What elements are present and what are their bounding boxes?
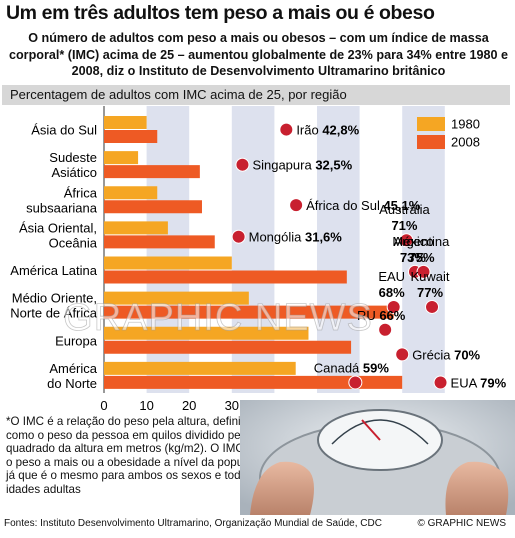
x-tick-2: 20 [182,398,196,413]
bar-1980-6 [104,326,309,340]
annot-value-10: 70% [454,347,480,362]
annot-country-0: Irão [296,123,322,138]
annot-value-4: 71% [391,218,417,233]
annot-value-2: 45,1% [383,198,420,213]
category-label-3-0: Ásia Oriental, [19,220,97,235]
annot-label-2: África do Sul 45,1% [306,198,421,213]
bar-1980-1 [104,151,139,165]
bars-group [104,116,403,389]
x-tick-3: 30 [225,398,239,413]
category-label-6-0: Europa [55,333,98,348]
legend: 1980 2008 [417,117,480,150]
bar-2008-0 [104,130,158,143]
chart-subtitle: O número de adultos com peso a mais ou o… [8,31,509,78]
annot-value-5: 73% [400,250,426,265]
dot-4 [399,233,414,248]
annot-value-9: 66% [379,308,405,323]
annot-label-0: Irão 42,8% [296,123,359,138]
annot-label-11: Canadá 59% [314,360,390,375]
annot-country-7: EAU [378,269,405,284]
bar-1980-4 [104,256,232,270]
dot-12 [433,375,448,390]
dot-0 [279,122,294,137]
annot-value-7: 68% [379,285,405,300]
annot-country-6: Argentina [394,234,450,249]
annot-value-6: 75% [408,250,434,265]
sources-text: Fontes: Instituto Desenvolvimento Ultram… [4,518,382,529]
dot-10 [395,347,410,362]
bar-1980-7 [104,361,296,375]
panel-header-bar [2,85,510,105]
bar-2008-7 [104,375,403,389]
dot-11 [348,375,363,390]
dot-6 [416,264,431,279]
category-label-3-1: Oceânia [49,235,98,250]
legend-label-1980: 1980 [451,117,480,132]
category-label-2-0: África [64,185,98,200]
watermark: GRAPHIC NEWS [63,297,373,339]
bar-1980-3 [104,221,168,235]
dot-8 [425,299,440,314]
annot-country-2: África do Sul [306,198,383,213]
x-tick-0: 0 [100,398,107,413]
bar-1980-0 [104,116,147,129]
panel-label: Percentagem de adultos com IMC acima de … [10,87,347,102]
annot-country-5: México [392,234,433,249]
annot-value-0: 42,8% [322,123,359,138]
annot-country-12: EUA [451,375,481,390]
annot-country-10: Grécia [412,347,454,362]
annot-value-1: 32,5% [315,158,352,173]
bar-2008-5 [104,305,394,319]
annot-country-4: Austrália [379,202,430,217]
bar-2008-2 [104,200,202,214]
bmi-footnote: *O IMC é a relação do peso pela altura, … [6,415,276,496]
dot-1 [235,157,250,172]
annot-country-9: RU [357,308,379,323]
annot-country-1: Singapura [252,158,315,173]
annot-value-8: 77% [417,285,443,300]
x-tick-1: 10 [139,398,153,413]
annot-value-3: 31,6% [305,230,342,245]
legend-label-2008: 2008 [451,135,480,150]
bar-2008-1 [104,165,200,179]
bar-1980-2 [104,186,158,200]
category-label-5-1: Norte de África [10,306,97,321]
annot-country-8: Kuwait [411,269,450,284]
category-label-7-0: América [49,361,97,376]
annot-label-3: Mongólia 31,6% [249,230,343,245]
bathroom-scale-illustration [240,400,515,515]
annot-label-12: EUA 79% [451,375,507,390]
dot-3 [231,229,246,244]
annot-label-10: Grécia 70% [412,347,480,362]
annot-country-3: Mongólia [249,230,305,245]
bar-1980-5 [104,291,249,305]
sources-line: Fontes: Instituto Desenvolvimento Ultram… [4,518,512,529]
category-label-1-0: Sudeste [49,150,97,165]
category-label-2-1: subsaariana [26,200,98,215]
dot-7 [386,299,401,314]
bar-2008-6 [104,340,352,354]
category-label-7-1: do Norte [47,376,97,391]
annot-country-11: Canadá [314,360,363,375]
category-label-0-0: Ásia do Sul [31,123,97,138]
annot-value-12: 79% [480,375,506,390]
chart-title: Um em três adultos tem peso a mais ou é … [6,2,435,24]
category-label-5-0: Médio Oriente, [12,291,97,306]
category-label-4-0: América Latina [10,263,97,278]
legend-swatch-1980 [417,117,445,131]
bar-2008-3 [104,235,215,249]
annot-value-11: 59% [363,360,389,375]
band-70 [402,106,445,393]
annot-label-9: RU 66% [357,308,406,323]
dot-2 [289,198,304,213]
bar-2008-4 [104,270,347,284]
annot-label-1: Singapura 32,5% [252,158,352,173]
category-label-1-1: Asiático [51,165,97,180]
legend-swatch-2008 [417,135,445,149]
credit-text: © GRAPHIC NEWS [417,518,507,529]
annotations-group: Irão 42,8% Singapura 32,5% África do Sul 4… [231,122,507,390]
dot-9 [378,322,393,337]
